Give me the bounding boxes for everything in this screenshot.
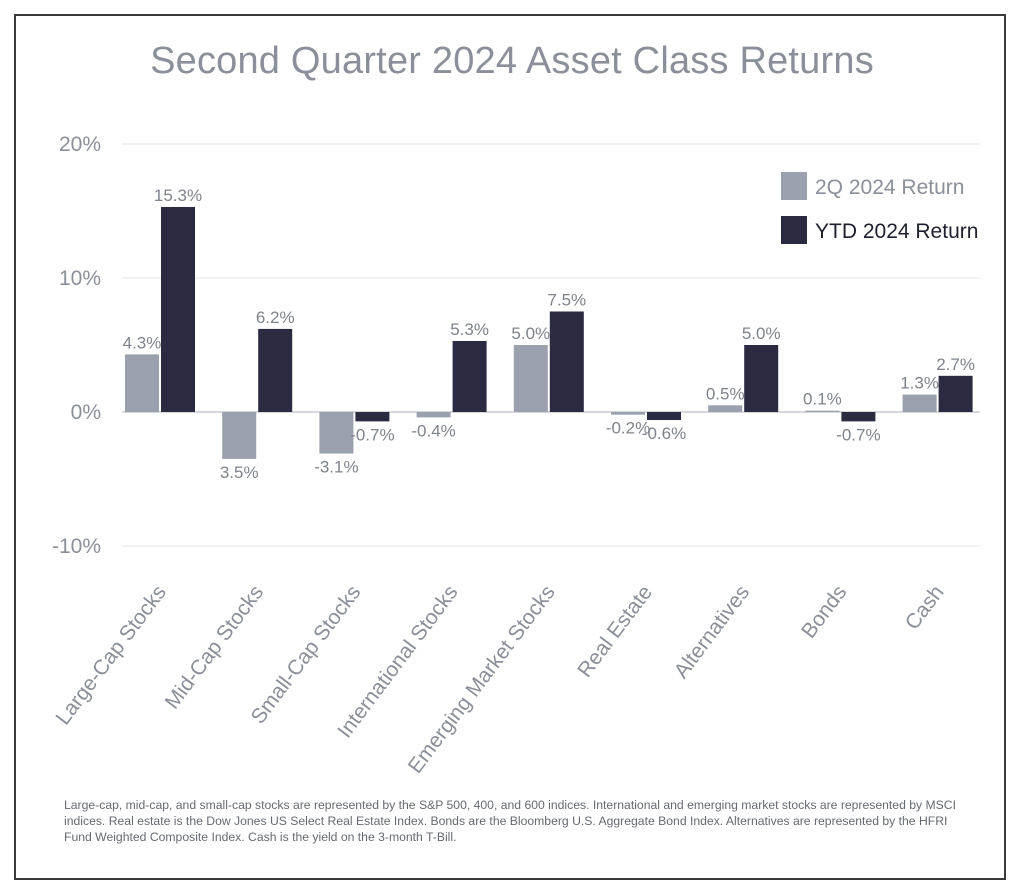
bar-2q-return bbox=[125, 354, 159, 412]
bar-2q-return bbox=[805, 410, 840, 412]
legend-label-ytd: YTD 2024 Return bbox=[815, 220, 978, 243]
x-tick-label: Real Estate bbox=[573, 581, 657, 682]
bar-ytd-return bbox=[549, 311, 584, 412]
data-label: -0.6% bbox=[642, 424, 686, 443]
data-label: 2.7% bbox=[936, 355, 975, 374]
bar-2q-return bbox=[222, 412, 257, 459]
data-label: 5.0% bbox=[511, 324, 550, 343]
data-label: 7.5% bbox=[547, 291, 586, 310]
bar-ytd-return bbox=[841, 412, 876, 422]
data-label: -0.2% bbox=[606, 419, 650, 438]
x-tick-label: Small-Cap Stocks bbox=[247, 581, 366, 728]
data-label: 5.0% bbox=[742, 324, 781, 343]
chart-frame bbox=[14, 14, 1006, 880]
data-label: 5.3% bbox=[450, 320, 489, 339]
data-label: -0.7% bbox=[836, 425, 880, 444]
x-tick-label: Mid-Cap Stocks bbox=[161, 581, 269, 713]
data-label: 0.1% bbox=[803, 390, 842, 409]
x-tick-label: Large-Cap Stocks bbox=[51, 581, 171, 729]
y-tick-label: 0% bbox=[71, 401, 101, 424]
legend-label-2q: 2Q 2024 Return bbox=[815, 176, 964, 199]
x-tick-label: Bonds bbox=[797, 581, 851, 642]
bar-2q-return bbox=[902, 394, 937, 412]
bar-ytd-return bbox=[161, 206, 195, 412]
data-label: 1.3% bbox=[900, 374, 939, 393]
bar-2q-return bbox=[708, 405, 743, 412]
y-axis-ticks: 20% 10% 0% -10% bbox=[52, 133, 101, 558]
x-tick-label: Cash bbox=[901, 581, 949, 634]
legend-swatch-2q bbox=[781, 172, 807, 200]
data-labels: 4.3% 15.3% 3.5% 6.2% -3.1% -0.7% -0.4% 5.3% 5.0%… bbox=[123, 186, 975, 482]
data-label: 0.5% bbox=[706, 384, 745, 403]
bar-ytd-return bbox=[938, 375, 973, 412]
data-label: 6.2% bbox=[256, 308, 295, 327]
legend: 2Q 2024 Return YTD 2024 Return bbox=[781, 172, 978, 244]
footnote: Large-cap, mid-cap, and small-cap stocks… bbox=[64, 798, 956, 844]
data-label: -3.1% bbox=[314, 458, 358, 477]
bar-2q-return bbox=[611, 412, 645, 415]
y-tick-label: 20% bbox=[59, 133, 101, 156]
bar-ytd-return bbox=[355, 412, 390, 422]
data-label: 4.3% bbox=[123, 333, 162, 352]
bar-ytd-return bbox=[452, 340, 487, 412]
bar-2q-return bbox=[416, 412, 451, 418]
bar-2q-return bbox=[319, 412, 354, 454]
legend-swatch-ytd bbox=[781, 216, 807, 244]
data-label: 3.5% bbox=[220, 463, 259, 482]
bar-ytd-return bbox=[744, 345, 779, 412]
data-label: -0.4% bbox=[411, 421, 455, 440]
bar-ytd-return bbox=[258, 328, 293, 412]
bars bbox=[125, 206, 973, 459]
y-tick-label: -10% bbox=[52, 535, 101, 558]
data-label: -0.7% bbox=[350, 425, 394, 444]
chart-title: Second Quarter 2024 Asset Class Returns bbox=[150, 40, 874, 82]
x-tick-label: Alternatives bbox=[670, 581, 754, 682]
bar-2q-return bbox=[513, 345, 548, 412]
y-tick-label: 10% bbox=[59, 267, 101, 290]
data-label: 15.3% bbox=[154, 186, 202, 205]
bar-ytd-return bbox=[647, 412, 681, 421]
